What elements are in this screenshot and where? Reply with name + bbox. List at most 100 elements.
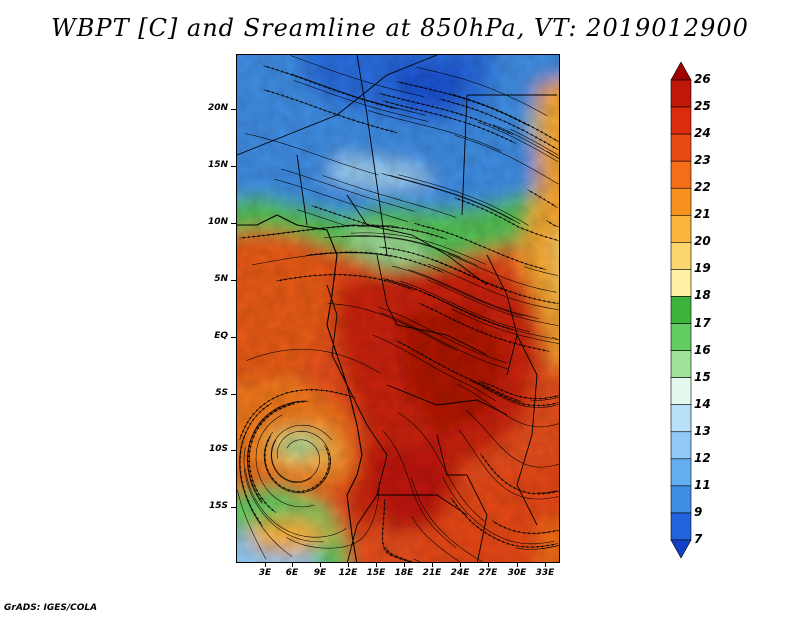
colorbar-label: 9	[694, 504, 703, 519]
longitude-label: 21E	[422, 568, 442, 578]
colorbar-label: 14	[694, 396, 711, 411]
latitude-label: 15S	[208, 501, 228, 511]
streamline	[410, 477, 484, 562]
latitude-label: 10S	[208, 444, 228, 454]
streamline	[281, 168, 415, 212]
colorbar	[670, 62, 692, 559]
streamline	[243, 447, 324, 543]
longitude-tick	[376, 563, 377, 567]
longitude-tick	[265, 563, 266, 567]
streamline	[263, 89, 398, 133]
streamline	[491, 520, 559, 535]
colorbar-segment	[670, 133, 692, 162]
colorbar-label: 26	[694, 72, 711, 86]
longitude-label: 24E	[450, 568, 470, 578]
streamline	[451, 308, 559, 344]
colorbar-segment	[670, 485, 692, 514]
streamline	[399, 280, 530, 332]
colorbar-segment	[670, 187, 692, 216]
longitude-tick	[404, 563, 405, 567]
streamline	[237, 490, 267, 560]
streamline	[448, 253, 557, 293]
latitude-tick	[231, 507, 236, 508]
longitude-tick	[488, 563, 489, 567]
streamline	[523, 266, 558, 276]
colorbar-segment	[670, 323, 692, 351]
longitude-label: 9E	[313, 568, 327, 578]
streamline	[379, 246, 512, 293]
field-texture	[237, 55, 559, 562]
colorbar-segment	[670, 377, 692, 406]
longitude-label: 18E	[394, 568, 414, 578]
latitude-tick	[231, 109, 236, 110]
colorbar-label: 11	[694, 477, 711, 492]
streamline	[469, 380, 559, 407]
colorbar-label: 16	[694, 342, 711, 357]
streamline	[383, 430, 457, 549]
streamlines	[237, 55, 559, 562]
streamline	[244, 133, 379, 176]
colorbar-label: 21	[694, 207, 711, 222]
streamline	[427, 293, 559, 341]
latitude-tick	[231, 280, 236, 281]
longitude-tick	[460, 563, 461, 567]
latitude-label: 5S	[215, 388, 228, 398]
streamline	[290, 55, 424, 98]
colorbar-segment	[670, 79, 692, 108]
longitude-label: 12E	[338, 568, 358, 578]
streamline	[246, 349, 381, 374]
latitude-label: 15N	[207, 160, 228, 170]
colorbar-segment	[670, 269, 692, 297]
colorbar-label: 7	[694, 532, 703, 546]
streamline	[479, 453, 559, 495]
latitude-label: 5N	[214, 274, 228, 284]
streamline	[389, 174, 521, 225]
streamline	[398, 412, 485, 522]
colorbar-segment	[670, 512, 692, 541]
latitude-tick	[231, 450, 236, 451]
longitude-tick	[320, 563, 321, 567]
colorbar-label: 17	[694, 315, 711, 330]
colorbar-label: 22	[694, 180, 711, 195]
colorbar-bottom-arrow	[670, 539, 692, 559]
streamline	[286, 481, 380, 549]
coastline	[237, 214, 363, 562]
streamline	[450, 497, 558, 549]
colorbar-label: 19	[694, 261, 711, 276]
colorbar-segment	[670, 458, 692, 487]
colorbar-label: 13	[694, 423, 711, 438]
streamline	[527, 189, 558, 208]
streamline	[530, 396, 559, 401]
latitude-tick	[231, 223, 236, 224]
longitude-label: 33E	[535, 568, 555, 578]
colorbar-top-arrow	[670, 62, 692, 81]
streamline	[411, 516, 461, 562]
colorbar-segment	[670, 160, 692, 189]
streamline	[381, 173, 513, 221]
colorbar-label: 23	[694, 153, 711, 168]
longitude-label: 27E	[478, 568, 498, 578]
chart-title: WBPT [C] and Sreamline at 850hPa, VT: 20…	[51, 14, 749, 42]
colorbar-label: 12	[694, 450, 711, 465]
map-panel	[236, 54, 560, 563]
colorbar-label: 25	[694, 99, 711, 114]
colorbar-segment	[670, 214, 692, 243]
colorbar-segment	[670, 296, 692, 324]
streamline	[379, 93, 514, 136]
latitude-tick	[231, 166, 236, 167]
streamline	[248, 403, 296, 513]
longitude-tick	[292, 563, 293, 567]
longitude-label: 6E	[285, 568, 299, 578]
latitude-label: 10N	[207, 217, 228, 227]
latitude-label: 20N	[207, 103, 228, 113]
streamline	[413, 558, 421, 562]
colorbar-segment	[670, 350, 692, 378]
latitude-tick	[231, 394, 236, 395]
colorbar-label: 20	[694, 234, 711, 249]
longitude-tick	[348, 563, 349, 567]
latitude-tick	[231, 337, 236, 338]
streamline	[327, 303, 458, 352]
streamline	[442, 477, 555, 545]
footer-credit: GrADS: IGES/COLA	[4, 603, 98, 613]
longitude-tick	[545, 563, 546, 567]
